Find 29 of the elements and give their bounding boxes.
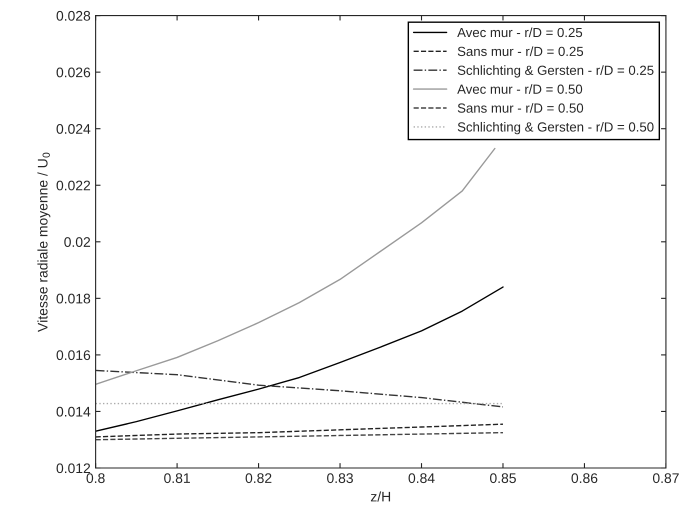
legend-label: Avec mur - r/D = 0.50 bbox=[457, 84, 582, 94]
y-tick-label: 0.014 bbox=[56, 406, 90, 417]
legend-label: Sans mur - r/D = 0.25 bbox=[458, 46, 584, 56]
x-tick-label: 0.83 bbox=[327, 473, 353, 484]
legend-label: Schlichting & Gersten - r/D = 0.25 bbox=[458, 65, 654, 78]
y-tick-label: 0.018 bbox=[56, 294, 90, 304]
line-series bbox=[96, 286, 504, 432]
y-tick-label: 0.026 bbox=[56, 67, 90, 78]
y-tick-label: 0.016 bbox=[56, 350, 90, 360]
legend-label: Avec mur - r/D = 0.25 bbox=[457, 27, 582, 38]
legend-label: Sans mur - r/D = 0.50 bbox=[458, 103, 584, 113]
x-tick-label: 0.86 bbox=[571, 473, 598, 484]
legend-label: Schlichting & Gersten - r/D = 0.50 bbox=[458, 122, 654, 134]
x-tick-label: 0.8 bbox=[86, 473, 105, 484]
x-tick-label: 0.84 bbox=[408, 473, 435, 484]
y-axis-title: Vitesse radiale moyenne / U$_{0}$ bbox=[37, 152, 50, 332]
line-series bbox=[96, 148, 496, 385]
x-tick-label: 0.82 bbox=[246, 473, 272, 484]
y-tick-label: 0.028 bbox=[56, 10, 90, 21]
x-axis-title: z/H bbox=[370, 491, 390, 502]
y-tick-label: 0.022 bbox=[56, 180, 90, 190]
line-series bbox=[96, 370, 504, 408]
y-tick-label: 0.012 bbox=[56, 463, 90, 474]
x-tick-label: 0.81 bbox=[164, 473, 190, 484]
x-tick-label: 0.85 bbox=[490, 473, 516, 484]
y-tick-label: 0.02 bbox=[64, 237, 90, 247]
x-tick-label: 0.87 bbox=[652, 473, 679, 484]
line-series bbox=[96, 432, 504, 440]
y-tick-label: 0.024 bbox=[56, 124, 90, 134]
